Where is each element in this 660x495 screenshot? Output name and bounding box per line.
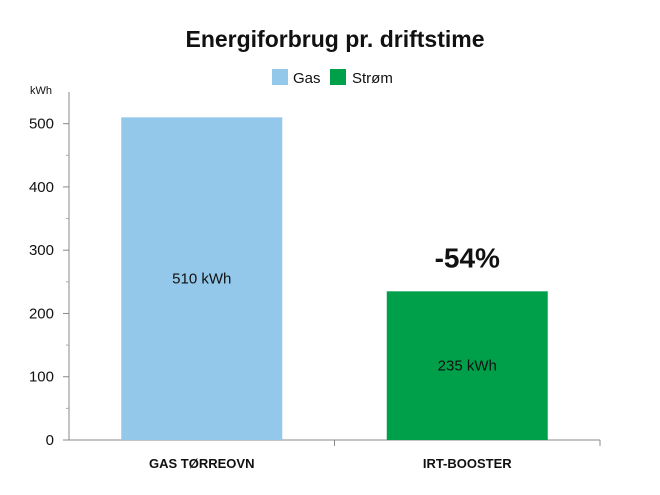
- y-tick-label: 100: [29, 369, 54, 386]
- y-tick-label: 500: [29, 116, 54, 133]
- legend-label-gas: Gas: [293, 70, 321, 87]
- legend-swatch-gas: [272, 69, 288, 85]
- y-tick-label: 300: [29, 242, 54, 259]
- bars: [121, 117, 601, 446]
- legend: Gas Strøm: [272, 69, 393, 87]
- y-axis-unit: kWh: [30, 85, 52, 97]
- legend-swatch-strom: [330, 69, 346, 85]
- bar-irt-booster: [386, 291, 548, 440]
- bar-gas-torreovn: [121, 117, 283, 440]
- y-ticks: 0 100 200 300 400 500: [29, 116, 69, 449]
- reduction-annotation: -54%: [435, 242, 500, 273]
- y-tick-label: 0: [46, 432, 54, 449]
- x-category-label: IRT-BOOSTER: [423, 456, 512, 471]
- x-category-label: GAS TØRREOVN: [149, 456, 254, 471]
- data-label: 235 kWh: [438, 358, 497, 375]
- y-tick-label: 200: [29, 305, 54, 322]
- legend-label-strom: Strøm: [352, 70, 393, 87]
- chart-title: Energiforbrug pr. driftstime: [185, 26, 484, 52]
- y-tick-label: 400: [29, 179, 54, 196]
- labels: 510 kWh GAS TØRREOVN 235 kWh IRT-BOOSTER -54…: [149, 242, 512, 471]
- data-label: 510 kWh: [172, 271, 231, 288]
